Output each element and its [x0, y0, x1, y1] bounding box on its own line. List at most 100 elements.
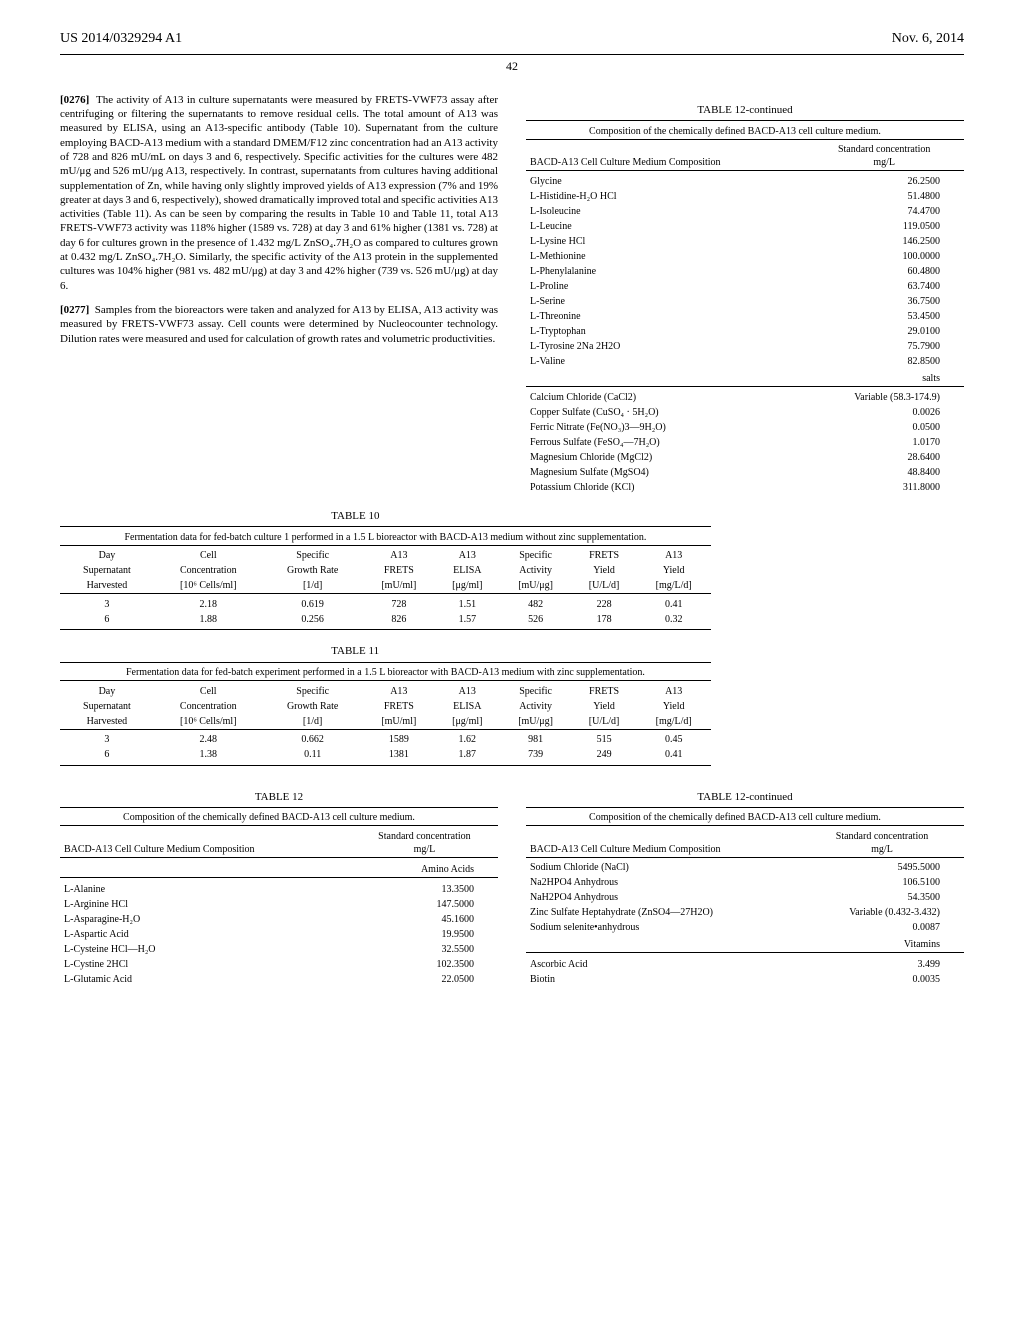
para-text: The activity of A13 in culture supernata… — [60, 94, 498, 292]
table-cell: L-Asparagine-H₂O — [60, 912, 351, 927]
table-cell: L-Aspartic Acid — [60, 927, 351, 942]
col-header: [mU/μg] — [500, 714, 572, 730]
table-cell: 1.0170 — [804, 435, 964, 450]
table-cell: Zinc Sulfate Heptahydrate (ZnSO4—27H2O) — [526, 905, 800, 920]
table-cell: 0.41 — [637, 597, 711, 612]
table-cell: Na2HPO4 Anhydrous — [526, 875, 800, 890]
table-cell: 0.0500 — [804, 420, 964, 435]
patent-date: Nov. 6, 2014 — [892, 30, 964, 48]
table-cell: 728 — [363, 597, 435, 612]
table-cell: 2.48 — [154, 732, 263, 747]
col-header: Standard concentration — [378, 831, 470, 842]
table12-cont-label: TABLE 12-continued — [526, 103, 964, 117]
table-cell: 13.3500 — [351, 882, 498, 897]
col-header: [10⁶ Cells/ml] — [154, 578, 263, 594]
bottom-columns: TABLE 12 Composition of the chemically d… — [60, 780, 964, 987]
table-cell: 102.3500 — [351, 957, 498, 972]
para-text: Samples from the bioreactors were taken … — [60, 304, 498, 345]
table-cell: 19.9500 — [351, 927, 498, 942]
table12: Composition of the chemically defined BA… — [60, 807, 498, 987]
section-header: Vitamins — [526, 935, 964, 953]
col-header: Day — [60, 684, 154, 699]
col-header: Concentration — [154, 563, 263, 578]
col-header: Activity — [500, 699, 572, 714]
patent-number: US 2014/0329294 A1 — [60, 30, 182, 48]
table-cell: Magnesium Sulfate (MgSO4) — [526, 465, 804, 480]
section-header: salts — [526, 369, 964, 387]
col-header: A13 — [435, 548, 500, 563]
table-cell: Sodium Chloride (NaCl) — [526, 860, 800, 875]
table-cell: Copper Sulfate (CuSO₄ · 5H₂O) — [526, 405, 804, 420]
col-header: Yield — [637, 563, 711, 578]
col-header: ELISA — [435, 563, 500, 578]
col-header: [mg/L/d] — [637, 578, 711, 594]
bottom-right: TABLE 12-continued Composition of the ch… — [526, 780, 964, 987]
table-caption: Fermentation data for fed-batch culture … — [60, 530, 711, 546]
col-header: [U/L/d] — [572, 578, 637, 594]
col-header: Concentration — [154, 699, 263, 714]
table-cell: 48.8400 — [804, 465, 964, 480]
table-cell: 526 — [500, 612, 572, 627]
table-cell: 32.5500 — [351, 942, 498, 957]
table11-label: TABLE 11 — [60, 644, 964, 658]
table-cell: 119.0500 — [804, 219, 964, 234]
table-cell: 28.6400 — [804, 450, 964, 465]
para-num: [0277] — [60, 304, 89, 316]
table-cell: L-Arginine HCl — [60, 897, 351, 912]
table-cell: 515 — [572, 732, 637, 747]
table-cell: 249 — [572, 747, 637, 762]
table-cell: L-Serine — [526, 294, 804, 309]
table-cell: 2.18 — [154, 597, 263, 612]
table-cell: 146.2500 — [804, 234, 964, 249]
table-cell: L-Histidine-H₂O HCl — [526, 189, 804, 204]
col-header: [μg/ml] — [435, 714, 500, 730]
table12-cont2-label: TABLE 12-continued — [526, 790, 964, 804]
col-header: Standard concentration — [838, 144, 930, 155]
table-cell: Ferrous Sulfate (FeSO₄—7H₂O) — [526, 435, 804, 450]
table-cell: L-Valine — [526, 354, 804, 369]
table-cell: Magnesium Chloride (MgCl2) — [526, 450, 804, 465]
table-caption: Composition of the chemically defined BA… — [60, 810, 498, 826]
table-cell: 6 — [60, 612, 154, 627]
col-header: [μg/ml] — [435, 578, 500, 594]
col-header: Yield — [637, 699, 711, 714]
table-cell: 45.1600 — [351, 912, 498, 927]
table-cell: 0.662 — [263, 732, 363, 747]
right-column: TABLE 12-continued Composition of the ch… — [526, 93, 964, 495]
col-header: [1/d] — [263, 714, 363, 730]
col-header: Specific — [500, 684, 572, 699]
table-cell: 0.0035 — [800, 972, 964, 987]
table-cell: 3 — [60, 732, 154, 747]
table-cell: 147.5000 — [351, 897, 498, 912]
table-cell: Potassium Chloride (KCl) — [526, 480, 804, 495]
table-cell: L-Lysine HCl — [526, 234, 804, 249]
col-header: BACD-A13 Cell Culture Medium Composition — [60, 829, 351, 858]
table-cell: 36.7500 — [804, 294, 964, 309]
table-cell: 3 — [60, 597, 154, 612]
table-cell: 1589 — [363, 732, 435, 747]
col-header: Growth Rate — [263, 563, 363, 578]
table-cell: 1.88 — [154, 612, 263, 627]
table-cell: 0.11 — [263, 747, 363, 762]
table-cell: 0.619 — [263, 597, 363, 612]
table-cell: 739 — [500, 747, 572, 762]
col-header: Cell — [154, 684, 263, 699]
col-header: Specific — [263, 684, 363, 699]
col-header: [U/L/d] — [572, 714, 637, 730]
table-cell: 228 — [572, 597, 637, 612]
bottom-left: TABLE 12 Composition of the chemically d… — [60, 780, 498, 987]
para-num: [0276] — [60, 94, 89, 106]
table-cell: L-Proline — [526, 279, 804, 294]
table12-label: TABLE 12 — [60, 790, 498, 804]
col-header: Harvested — [60, 714, 154, 730]
col-header: Yield — [572, 563, 637, 578]
col-header: ELISA — [435, 699, 500, 714]
table-cell: 0.41 — [637, 747, 711, 762]
col-header: A13 — [435, 684, 500, 699]
table-cell: 100.0000 — [804, 249, 964, 264]
page-number: 42 — [60, 59, 964, 75]
col-header: BACD-A13 Cell Culture Medium Composition — [526, 142, 804, 171]
col-header: Supernatant — [60, 563, 154, 578]
col-header: [mg/L/d] — [637, 714, 711, 730]
table-cell: 0.45 — [637, 732, 711, 747]
